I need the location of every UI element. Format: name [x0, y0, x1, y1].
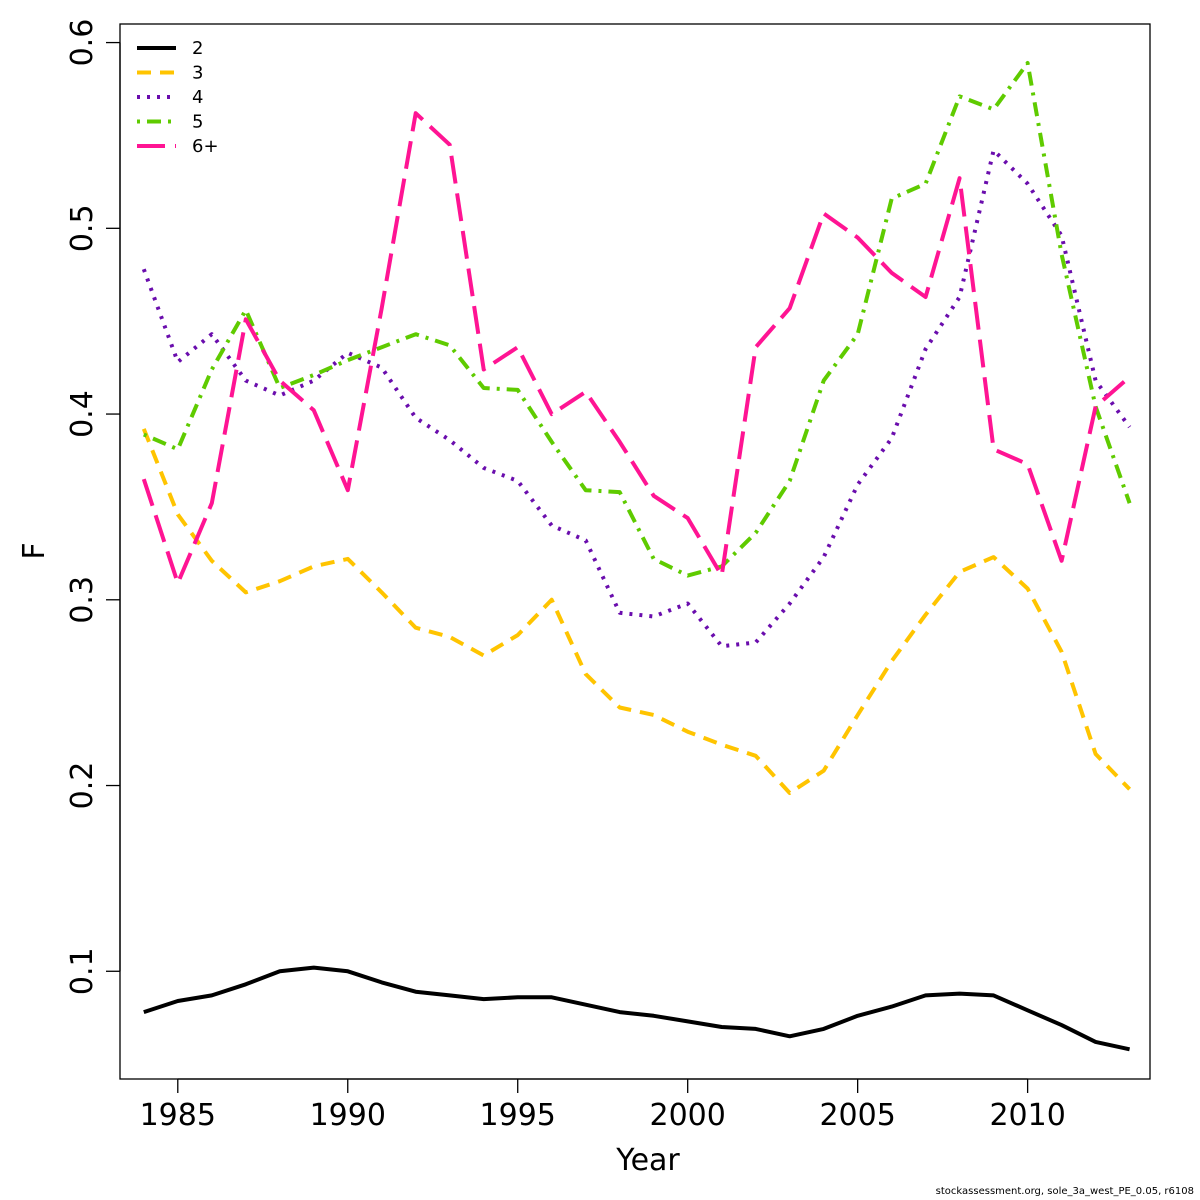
- series-line-4: [141, 148, 1132, 649]
- series-line-5: [143, 61, 1132, 578]
- y-tick-label: 0.5: [65, 204, 100, 252]
- x-tick-label: 2005: [819, 1098, 895, 1133]
- x-axis: 1985 1990 1995 2000 2005 2010: [140, 1078, 1066, 1133]
- legend-label: 5: [192, 112, 203, 133]
- series-line-2: [143, 965, 1131, 1052]
- credit-footer: stockassessment.org, sole_3a_west_PE_0.0…: [935, 1186, 1194, 1197]
- x-tick-label: 1995: [480, 1098, 556, 1133]
- x-tick-label: 1985: [140, 1098, 216, 1133]
- plot-frame: [119, 23, 1151, 1080]
- series-line-3: [141, 428, 1132, 795]
- y-tick-label: 0.3: [65, 576, 100, 624]
- x-tick-label: 2000: [650, 1098, 726, 1133]
- series-line-6plus: [141, 111, 1131, 586]
- y-tick-label: 0.6: [65, 19, 100, 67]
- legend-label: 2: [192, 38, 203, 59]
- series-layer: [141, 61, 1132, 1052]
- legend-label: 3: [192, 63, 203, 84]
- y-tick-label: 0.2: [65, 762, 100, 810]
- y-axis-title: F: [17, 542, 52, 559]
- y-axis: 0.1 0.2 0.3 0.4 0.5 0.6: [65, 19, 121, 995]
- y-tick-label: 0.4: [65, 390, 100, 438]
- legend-label: 4: [192, 87, 203, 108]
- x-tick-label: 1990: [310, 1098, 386, 1133]
- legend-label: 6+: [192, 136, 219, 157]
- y-tick-label: 0.1: [65, 947, 100, 995]
- legend: 2 3 4 5 6+: [137, 38, 219, 157]
- x-tick-label: 2010: [989, 1098, 1065, 1133]
- x-axis-title: Year: [615, 1143, 680, 1178]
